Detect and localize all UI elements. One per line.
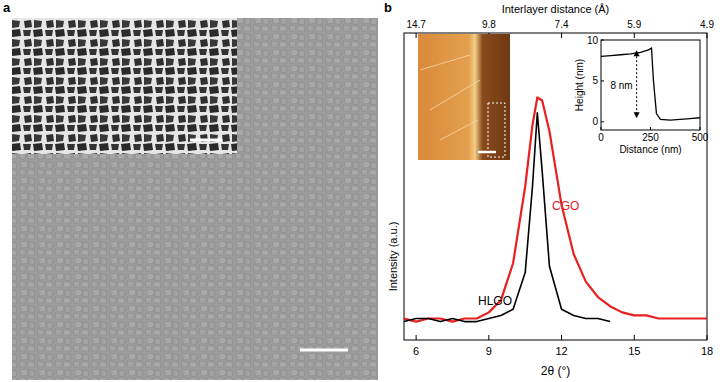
series-name: CGO <box>552 199 579 213</box>
profile-line <box>601 48 700 120</box>
x-tick-label: 250 <box>642 132 659 143</box>
annotation: 8 nm <box>610 80 632 91</box>
x-axis-label: 2θ (°) <box>541 364 570 378</box>
x2-tick-label: 9.8 <box>482 19 496 30</box>
y-axis-label: Intensity (a.u.) <box>387 222 399 292</box>
y-tick-label: 10 <box>587 35 599 46</box>
figure: a b 6 9 12 15 18 14.7 9.8 7.4 5.9 4.9 2θ (°) Interlay… <box>0 0 720 382</box>
arrow-head <box>634 112 640 118</box>
y-tick-label: 5 <box>592 75 598 86</box>
x2-tick <box>634 33 635 38</box>
x2-tick <box>707 33 708 38</box>
x-tick <box>416 335 417 340</box>
inset-frame <box>601 40 700 130</box>
x-tick <box>700 127 701 130</box>
x2-tick <box>416 33 417 38</box>
x-tick-label: 12 <box>555 345 567 357</box>
x-tick-label: 0 <box>598 132 604 143</box>
afm-image <box>418 34 510 160</box>
x-tick-label: 9 <box>486 345 492 357</box>
x-tick-label: 6 <box>413 345 419 357</box>
x2-tick-label: 7.4 <box>555 19 569 30</box>
sem-image <box>12 18 378 380</box>
series-name: HLGO <box>478 294 512 308</box>
plot-frame <box>404 33 707 340</box>
afm-selection <box>488 103 505 157</box>
x-tick <box>650 127 651 130</box>
y-tick <box>601 80 604 81</box>
x2-tick <box>561 33 562 38</box>
panel-label: b <box>384 0 392 15</box>
x-tick <box>707 335 708 340</box>
x2-axis-label: Interlayer distance (Å) <box>502 3 610 15</box>
arrow-head <box>634 50 640 56</box>
x2-tick-label: 5.9 <box>627 19 641 30</box>
step-arrow <box>636 52 637 116</box>
x-tick <box>561 335 562 340</box>
x2-tick-label: 14.7 <box>406 19 426 30</box>
panel-label: a <box>3 0 11 15</box>
x2-tick-label: 4.9 <box>700 19 714 30</box>
x-tick <box>488 335 489 340</box>
y-tick-label: 0 <box>592 116 598 127</box>
afm-wrinkle <box>420 55 480 140</box>
scale-bar <box>190 139 222 142</box>
x-tick-label: 18 <box>701 345 713 357</box>
y-tick <box>601 121 604 122</box>
x-axis-label: Distance (nm) <box>619 144 681 155</box>
x-tick <box>601 127 602 130</box>
x-tick <box>634 335 635 340</box>
y-tick <box>601 40 604 41</box>
scale-bar <box>478 151 496 154</box>
x-tick-label: 15 <box>628 345 640 357</box>
scale-bar <box>300 349 348 352</box>
sem-inset-image <box>12 18 237 154</box>
x-tick-label: 500 <box>692 132 709 143</box>
inset-series-group <box>601 48 700 120</box>
y-axis-label: Height (nm) <box>574 59 585 111</box>
